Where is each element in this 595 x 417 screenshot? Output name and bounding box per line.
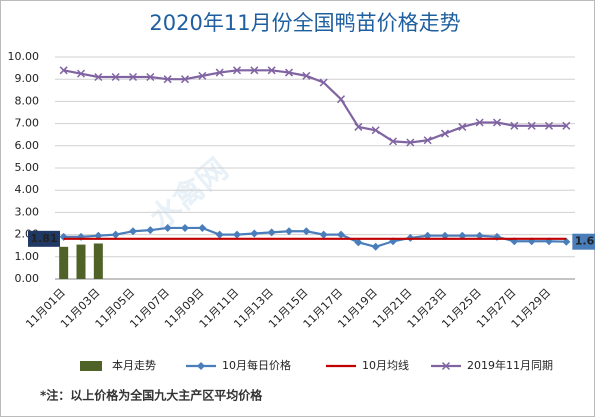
y-tick-label: 8.00 — [15, 94, 40, 107]
marker — [354, 122, 363, 131]
marker — [233, 230, 241, 239]
marker — [319, 78, 328, 87]
legend-swatch — [80, 361, 102, 371]
marker — [128, 72, 138, 82]
marker — [475, 118, 484, 127]
data-label-box — [28, 230, 60, 247]
marker — [440, 129, 450, 138]
legend-marker — [197, 362, 205, 370]
marker — [544, 121, 554, 130]
marker — [285, 227, 293, 236]
marker — [510, 121, 519, 130]
marker — [198, 223, 207, 232]
marker — [371, 126, 380, 135]
marker — [94, 72, 103, 82]
legend-label: 10月每日价格 — [222, 358, 291, 372]
marker — [180, 75, 190, 84]
marker — [146, 226, 155, 235]
marker — [492, 118, 502, 127]
marker — [337, 230, 345, 239]
marker — [441, 231, 449, 240]
marker — [111, 72, 120, 82]
marker — [267, 66, 276, 75]
chart-title: 2020年11月份全国鸭苗价格走势 — [149, 11, 460, 35]
marker — [146, 72, 155, 82]
bar — [76, 244, 86, 279]
data-label-box — [572, 233, 595, 250]
legend-label: 10月均线 — [362, 358, 409, 372]
marker — [215, 230, 224, 239]
marker — [406, 138, 415, 147]
marker — [388, 137, 398, 146]
legend-label: 2019年11月同期 — [467, 358, 553, 372]
marker — [458, 122, 467, 131]
y-tick-label: 1.00 — [15, 250, 40, 263]
marker — [163, 223, 172, 232]
y-tick-label: 0.00 — [15, 272, 40, 285]
y-tick-label: 4.00 — [15, 183, 40, 196]
marker — [181, 223, 189, 232]
marker — [267, 228, 276, 237]
marker — [423, 136, 432, 145]
y-tick-label: 9.00 — [15, 72, 40, 85]
y-tick-label: 3.00 — [15, 205, 40, 218]
marker — [163, 75, 172, 84]
marker — [354, 238, 363, 247]
marker — [250, 229, 259, 238]
data-label: 1.81 — [30, 232, 57, 245]
marker — [94, 231, 103, 240]
marker — [302, 227, 311, 236]
y-tick-label: 5.00 — [15, 161, 40, 174]
marker — [319, 230, 328, 239]
marker — [562, 121, 571, 130]
marker — [232, 66, 242, 75]
line — [63, 69, 567, 144]
marker — [111, 230, 120, 239]
marker — [76, 69, 86, 78]
marker — [302, 71, 311, 80]
marker — [527, 121, 536, 130]
marker — [371, 242, 380, 251]
y-tick-label: 7.00 — [15, 117, 40, 130]
marker — [215, 68, 224, 77]
marker — [336, 95, 346, 104]
marker — [250, 66, 259, 75]
y-tick-label: 6.00 — [15, 139, 40, 152]
marker — [198, 71, 207, 80]
marker — [129, 227, 137, 236]
marker — [458, 231, 467, 240]
footnote: *注：以上价格为全国九大主产区平均价格 — [40, 388, 263, 403]
y-tick-label: 10.00 — [8, 50, 40, 63]
marker — [284, 68, 294, 77]
marker — [59, 66, 68, 75]
legend-marker — [441, 361, 451, 371]
bar — [93, 243, 103, 279]
marker — [423, 231, 432, 240]
marker — [475, 231, 484, 240]
legend-label: 本月走势 — [112, 358, 156, 372]
data-label: 1.68 — [575, 235, 595, 248]
bar — [59, 246, 69, 279]
